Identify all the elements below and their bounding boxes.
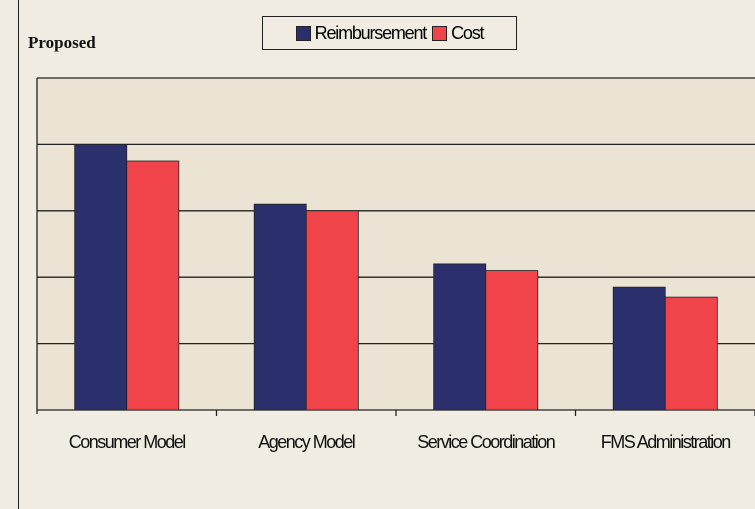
- x-tick-label: Service Coordination: [417, 432, 556, 452]
- bar: [74, 143, 128, 411]
- legend-swatch: [295, 26, 311, 42]
- chart-title: Proposed: [28, 33, 96, 52]
- bar: [612, 286, 666, 411]
- legend-item: Reimbursement: [295, 22, 428, 44]
- bar: [433, 263, 487, 411]
- legend: Reimbursement Cost: [262, 16, 517, 50]
- legend-label: Reimbursement: [314, 22, 428, 43]
- bar: [485, 270, 539, 411]
- x-tick-label: Consumer Model: [68, 432, 187, 452]
- bar: [664, 296, 718, 411]
- frame: [18, 0, 755, 509]
- x-tick-label: Agency Model: [258, 432, 356, 452]
- bar: [305, 210, 359, 411]
- legend-label: Cost: [451, 22, 484, 43]
- legend-swatch: [432, 26, 448, 42]
- bar: [253, 203, 307, 411]
- x-tick-label: FMS Administration: [600, 432, 732, 452]
- bar: [126, 160, 180, 411]
- legend-item: Cost: [432, 22, 485, 44]
